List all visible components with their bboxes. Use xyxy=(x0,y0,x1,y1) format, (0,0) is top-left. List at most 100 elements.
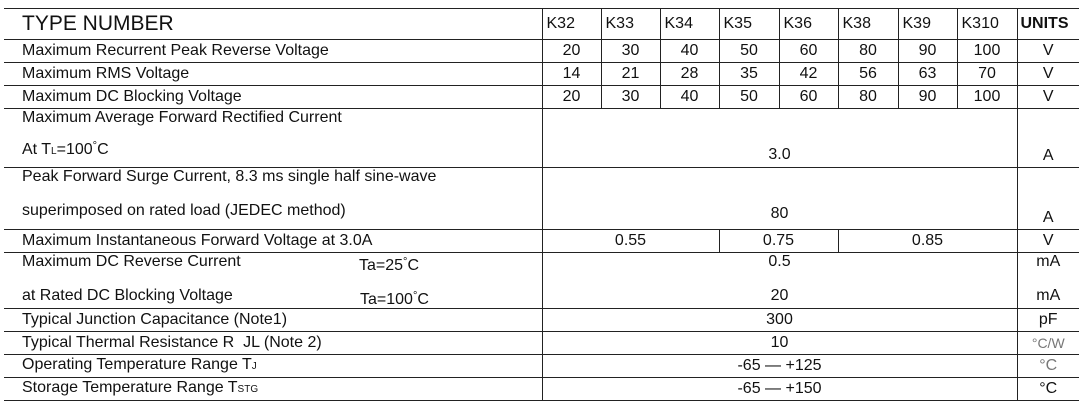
cell-value: 90 xyxy=(897,85,958,109)
type-k35: K35 xyxy=(718,8,780,40)
cell-value: 56 xyxy=(837,62,899,86)
label-text: Operating Temperature Range T xyxy=(22,356,252,373)
row-label: Maximum RMS Voltage xyxy=(4,62,543,86)
label-line-1: Peak Forward Surge Current, 8.3 ms singl… xyxy=(22,168,437,185)
cell-value: 30 xyxy=(600,39,661,63)
cell-value: -65 — +125 xyxy=(541,354,1018,378)
table-row: Typical Junction Capacitance (Note1) 300… xyxy=(4,308,1079,332)
cell-value: 0.55 xyxy=(541,229,720,253)
label-line-1: Maximum DC Reverse Current xyxy=(22,253,241,270)
cell-value: 35 xyxy=(718,62,780,86)
table-row: Maximum DC Blocking Voltage 20 30 40 50 … xyxy=(4,85,1079,109)
cell-value: 0.75 xyxy=(718,229,839,253)
cell-value: 42 xyxy=(778,62,839,86)
cell-value: 50 xyxy=(718,39,780,63)
cell-value: 28 xyxy=(659,62,720,86)
type-k32: K32 xyxy=(541,8,602,40)
row-label: Storage Temperature Range TSTG xyxy=(4,377,543,401)
subscript: L xyxy=(51,146,57,157)
degree-symbol: ° xyxy=(92,140,98,152)
cell-value: 60 xyxy=(778,39,839,63)
cell-value: 80 xyxy=(541,167,1018,230)
cell-unit: V xyxy=(1016,62,1079,86)
row-label: Maximum DC Blocking Voltage xyxy=(4,85,543,109)
cell-value: 90 xyxy=(897,39,958,63)
unit-100c: mA xyxy=(1036,287,1061,304)
type-number-heading: TYPE NUMBER xyxy=(4,8,543,40)
cell-value: 0.85 xyxy=(837,229,1018,253)
row-label: Operating Temperature Range TJ xyxy=(4,354,543,378)
cell-unit: V xyxy=(1016,85,1079,109)
cell-value: 30 xyxy=(600,85,661,109)
cell-value: 50 xyxy=(718,85,780,109)
cell-unit: V xyxy=(1016,39,1079,63)
label-line-1: Maximum Average Forward Rectified Curren… xyxy=(22,109,342,126)
subscript: STG xyxy=(237,384,259,395)
units-heading: UNITS xyxy=(1016,8,1079,40)
degree-symbol: ° xyxy=(403,256,408,268)
table-row: Storage Temperature Range TSTG -65 — +15… xyxy=(4,377,1079,401)
specifications-table: TYPE NUMBER K32 K33 K34 K35 K36 K38 K39 … xyxy=(4,8,1079,401)
cell-value: 70 xyxy=(956,62,1018,86)
type-k34: K34 xyxy=(659,8,720,40)
label-text: =100 xyxy=(56,141,93,158)
cell-unit: pF xyxy=(1016,308,1079,332)
row-label: Peak Forward Surge Current, 8.3 ms singl… xyxy=(4,167,543,230)
cell-value: 80 xyxy=(837,39,899,63)
cell-value: 21 xyxy=(600,62,661,86)
row-label: Maximum Recurrent Peak Reverse Voltage xyxy=(4,39,543,63)
cell-unit: A xyxy=(1016,108,1079,168)
cell-value: 0.5 20 xyxy=(541,252,1018,309)
table-row: Maximum Instantaneous Forward Voltage at… xyxy=(4,229,1079,253)
unit-25c: mA xyxy=(1036,253,1061,270)
type-k310: K310 xyxy=(956,8,1018,40)
row-label: Maximum Instantaneous Forward Voltage at… xyxy=(4,229,543,253)
cell-value: 300 xyxy=(541,308,1018,332)
label-text: C xyxy=(97,141,109,158)
cell-unit: A xyxy=(1016,167,1079,230)
row-label: Typical Junction Capacitance (Note1) xyxy=(4,308,543,332)
type-k33: K33 xyxy=(600,8,661,40)
cell-value: 3.0 xyxy=(541,108,1018,168)
cell-unit: °C xyxy=(1016,354,1079,378)
condition-text: C xyxy=(407,257,420,274)
row-label: Typical Thermal Resistance R JL (Note 2) xyxy=(4,331,543,355)
cell-unit: mA mA xyxy=(1016,252,1079,309)
table-row: Maximum RMS Voltage 14 21 28 35 42 56 63… xyxy=(4,62,1079,86)
label-line-2: At TL=100°C xyxy=(22,137,542,161)
cell-value: 40 xyxy=(659,85,720,109)
table-row: Operating Temperature Range TJ -65 — +12… xyxy=(4,354,1079,378)
condition-text: Ta=100 xyxy=(360,291,413,308)
label-text: Storage Temperature Range T xyxy=(22,379,238,396)
cell-value: 20 xyxy=(541,39,602,63)
cell-value: 14 xyxy=(541,62,602,86)
type-k39: K39 xyxy=(897,8,958,40)
condition-100c: Ta=100°C xyxy=(360,287,429,309)
type-k38: K38 xyxy=(837,8,899,40)
cell-value: 100 xyxy=(956,85,1018,109)
cell-unit: V xyxy=(1016,229,1079,253)
cell-value: 60 xyxy=(778,85,839,109)
cell-value: 80 xyxy=(837,85,899,109)
condition-text: Ta=25 xyxy=(359,257,404,274)
type-k36: K36 xyxy=(778,8,839,40)
label-line-2: superimposed on rated load (JEDEC method… xyxy=(22,202,346,219)
cell-value: -65 — +150 xyxy=(541,377,1018,401)
table-row: Typical Thermal Resistance R JL (Note 2)… xyxy=(4,331,1079,355)
value-100c: 20 xyxy=(770,287,789,304)
header-row: TYPE NUMBER K32 K33 K34 K35 K36 K38 K39 … xyxy=(4,8,1079,40)
cell-unit: °C xyxy=(1016,377,1079,401)
degree-symbol: ° xyxy=(412,290,418,302)
cell-value: 63 xyxy=(897,62,958,86)
cell-unit: °C/W xyxy=(1016,331,1079,355)
cell-value: 20 xyxy=(541,85,602,109)
label-line-2: at Rated DC Blocking Voltage xyxy=(22,287,233,304)
subscript: J xyxy=(251,361,257,372)
table-row: Peak Forward Surge Current, 8.3 ms singl… xyxy=(4,167,1079,230)
condition-text: C xyxy=(417,291,429,308)
condition-25c: Ta=25°C xyxy=(359,253,419,275)
row-label: Maximum DC Reverse Current at Rated DC B… xyxy=(4,252,543,309)
table-row: Maximum DC Reverse Current at Rated DC B… xyxy=(4,252,1079,309)
table-row: Maximum Recurrent Peak Reverse Voltage 2… xyxy=(4,39,1079,63)
cell-value: 10 xyxy=(541,331,1018,355)
